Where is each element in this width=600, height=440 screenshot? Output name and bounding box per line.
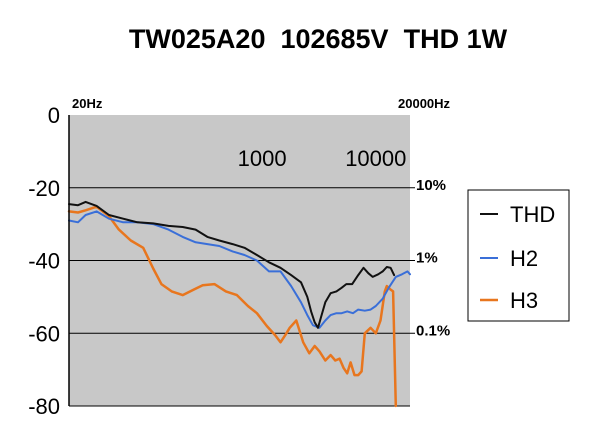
series-h3-line <box>67 205 398 408</box>
legend-label-h3: H3 <box>510 288 538 313</box>
legend-label-thd: THD <box>510 202 555 227</box>
percent-label: 1% <box>416 250 438 267</box>
x-tick-label: 1000 <box>238 146 287 171</box>
x-edge-label-left: 20Hz <box>72 96 103 111</box>
axis-labels: 0 -20 -40 -60 -80 1000 10000 10% 1% 0.1% <box>28 103 450 419</box>
y-tick-label: 0 <box>48 103 60 128</box>
series-thd-line <box>68 200 396 329</box>
percent-label: 0.1% <box>416 322 450 339</box>
y-tick-label: -40 <box>28 249 60 274</box>
y-tick-label: -20 <box>28 176 60 201</box>
y-tick-label: -60 <box>28 321 60 346</box>
legend-label-h2: H2 <box>510 246 538 271</box>
x-edge-label-right: 20000Hz <box>398 96 451 111</box>
y-tick-label: -80 <box>28 394 60 419</box>
legend: THD H2 H3 <box>467 189 570 322</box>
percent-label: 10% <box>416 177 446 194</box>
chart-title: TW025A20 102685V THD 1W <box>129 24 508 54</box>
x-tick-label: 10000 <box>345 146 406 171</box>
series-lines <box>67 200 411 408</box>
gridlines <box>69 187 415 407</box>
